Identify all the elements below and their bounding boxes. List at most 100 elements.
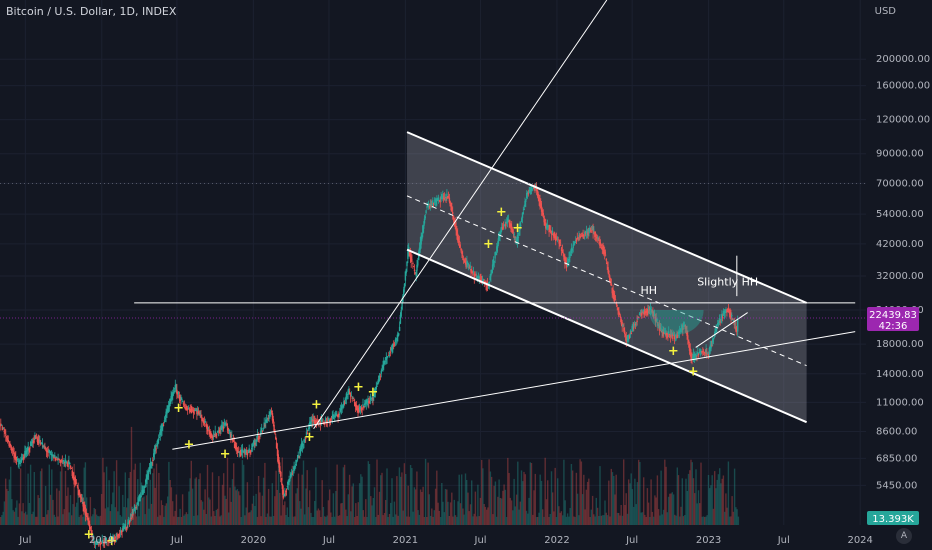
volume-bar <box>641 512 644 525</box>
candle-body <box>507 219 510 222</box>
volume-bar <box>43 517 45 525</box>
volume-bar <box>144 514 146 525</box>
volume-bar <box>481 459 483 525</box>
candle-body <box>25 450 28 453</box>
candle-body <box>214 431 216 436</box>
trendline-parabolic-diagonal[interactable] <box>313 0 608 430</box>
candle-body <box>554 235 556 240</box>
candle-body <box>31 440 34 444</box>
candle-body <box>345 393 348 399</box>
candle-body <box>701 351 703 352</box>
candle-body <box>266 417 269 420</box>
candle-body <box>30 441 32 447</box>
candle-body <box>399 315 402 324</box>
trendline-channel-mid[interactable] <box>406 195 807 367</box>
volume-bar <box>79 515 82 525</box>
candle-body <box>238 451 240 453</box>
trendline-rising-support[interactable] <box>172 331 856 450</box>
volume-bar <box>650 479 652 525</box>
volume-bar <box>220 515 222 525</box>
candle-body <box>160 429 162 433</box>
candle-body <box>437 197 439 201</box>
candle-body <box>167 405 169 412</box>
volume-bar <box>613 476 615 525</box>
candle-body <box>561 250 564 253</box>
candle-body <box>418 251 420 261</box>
candle-body <box>190 409 192 413</box>
candle-body <box>502 226 505 228</box>
volume-bar <box>654 495 656 525</box>
candle-body <box>489 276 491 281</box>
volume-bar <box>461 474 463 525</box>
candle-body <box>496 246 498 252</box>
candle-body <box>569 256 571 258</box>
volume-bar <box>402 510 404 525</box>
candle-body <box>656 319 658 321</box>
candle-body <box>5 436 8 439</box>
candle-body <box>395 339 397 341</box>
volume-bar <box>591 495 594 525</box>
volume-bar <box>421 492 423 525</box>
candle-body <box>307 429 309 431</box>
volume-bar <box>696 503 698 525</box>
volume-bar <box>351 486 353 525</box>
candle-body <box>83 504 85 510</box>
candle-body <box>298 455 300 457</box>
volume-bar <box>690 459 692 525</box>
candle-body <box>516 234 519 242</box>
volume-bar <box>319 510 321 525</box>
auto-scale-button[interactable]: A <box>896 528 912 544</box>
candle-body <box>154 445 156 452</box>
candle-body <box>104 540 107 542</box>
candle-body <box>261 430 264 432</box>
candle-body <box>524 201 526 206</box>
candle-body <box>226 424 228 426</box>
volume-bar <box>558 506 560 525</box>
volume-bar <box>160 500 163 525</box>
volume-bar <box>514 506 516 525</box>
trendline-channel-top[interactable] <box>406 131 807 304</box>
volume-bar <box>566 513 569 525</box>
signal-marker: + <box>483 237 494 252</box>
candle-body <box>366 401 368 403</box>
volume-bar <box>348 474 351 525</box>
volume-bar <box>259 492 261 525</box>
candle-body <box>229 431 231 433</box>
trendline-channel-bottom[interactable] <box>406 248 808 424</box>
price-tick-label: 120000.00 <box>876 115 930 126</box>
volume-bar <box>390 502 392 525</box>
candle-body <box>646 310 648 313</box>
volume-bar <box>670 493 672 525</box>
volume-bar <box>233 463 235 525</box>
candle-body <box>677 335 679 337</box>
volume-bar <box>309 490 311 525</box>
candle-body <box>130 517 132 520</box>
volume-bar <box>129 472 131 525</box>
candle-body <box>513 234 515 236</box>
volume-bar <box>286 507 288 525</box>
volume-bar <box>358 483 361 525</box>
volume-bar <box>335 491 337 525</box>
volume-bar <box>46 514 48 525</box>
candle-body <box>521 212 524 218</box>
candle-body <box>590 230 593 232</box>
volume-bar <box>624 505 626 525</box>
candle-body <box>82 502 84 507</box>
volume-bar <box>614 494 616 525</box>
candle-body <box>343 400 345 405</box>
candle-body <box>53 456 55 459</box>
candle-body <box>87 518 89 520</box>
candle-body <box>697 352 699 355</box>
candle-body <box>263 422 265 427</box>
volume-bar <box>371 505 373 525</box>
candle-body <box>80 497 83 499</box>
candle-body <box>424 216 426 219</box>
candle-body <box>282 489 284 498</box>
volume-bar <box>706 515 708 525</box>
candle-body <box>270 412 272 413</box>
candle-body <box>354 403 357 407</box>
volume-bar <box>411 468 413 525</box>
candle-body <box>539 200 541 207</box>
